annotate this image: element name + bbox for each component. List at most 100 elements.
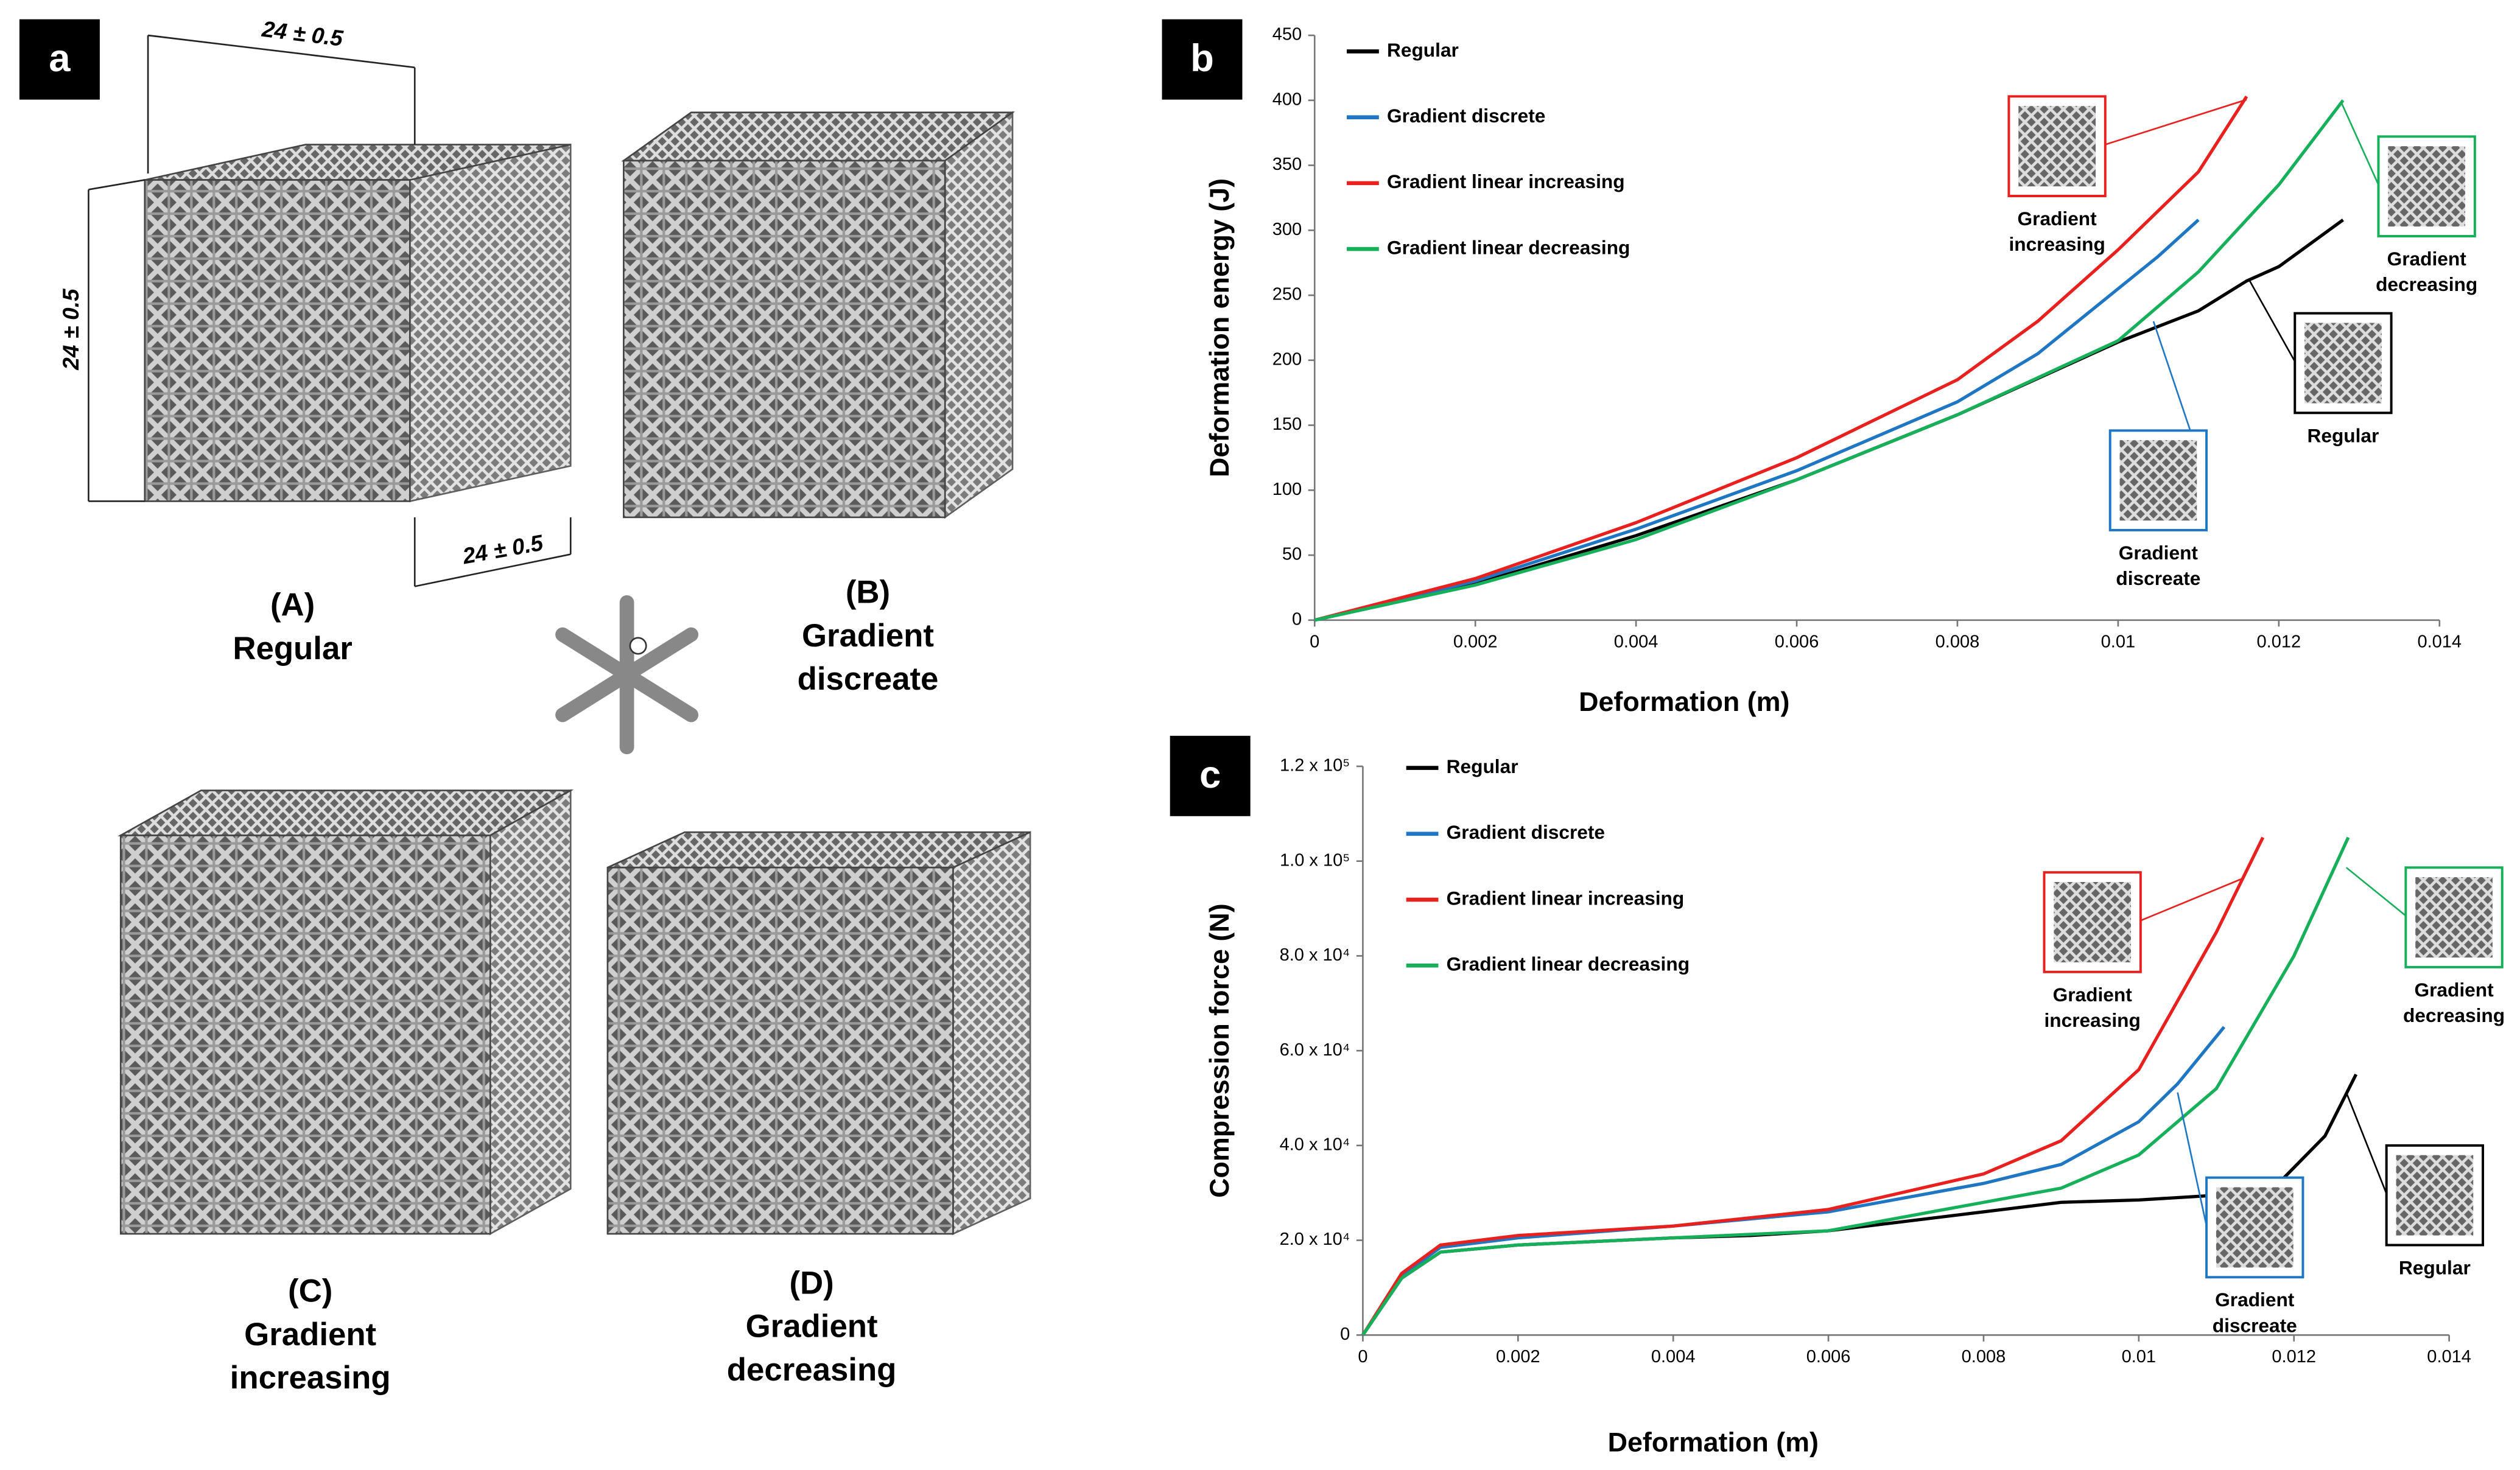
inset-lattice [2415,877,2493,958]
series-line [1361,1026,2226,1336]
y-tick-label: 400 [1272,89,1302,109]
annotation: Gradient [2053,984,2133,1006]
panel-label-box [1162,19,1243,100]
text: (A) [270,587,315,623]
x-tick-label: 0.014 [2417,632,2462,651]
x-axis-label: Deformation (m) [1579,686,1789,717]
y-axis-label: Deformation energy (J) [1204,178,1235,477]
y-tick-label: 300 [1272,220,1302,239]
x-tick-label: 0.012 [2257,632,2301,651]
annotation: increasing [2009,233,2105,255]
annotation: Regular [2399,1256,2471,1278]
legend-label: Gradient linear increasing [1387,170,1625,192]
dimension-label: 24 ± 0.5 [58,289,83,371]
x-tick-label: 0.002 [1453,632,1498,651]
text: (C) [288,1273,332,1309]
x-tick-label: 0.014 [2427,1347,2471,1367]
lattice-side [489,789,572,1236]
legend-label: Gradient linear decreasing [1447,953,1690,975]
y-tick-label: 250 [1272,285,1302,304]
x-tick-label: 0.012 [2272,1347,2316,1367]
dimension-label: 24 ± 0.5 [460,530,546,569]
strut [555,667,634,723]
x-tick-label: 0.002 [1496,1347,1540,1367]
x-axis-label: Deformation (m) [1608,1427,1819,1458]
lattice-side [944,111,1014,519]
dimension-line [88,179,146,191]
annotation: discreate [2116,567,2200,589]
lattice-front [144,179,411,502]
y-tick-label: 450 [1272,25,1302,44]
text: (B) [846,574,890,610]
dimension-label: 24 ± 0.5 [260,16,345,51]
annotation-leader [2140,878,2242,922]
inset-lattice [2119,440,2197,521]
legend-label: Regular [1447,755,1518,777]
text: Gradient [802,618,934,654]
x-tick-label: 0.004 [1651,1347,1696,1367]
text: increasing [230,1360,391,1396]
y-tick-label: 8.0 x 10⁴ [1280,945,1350,965]
text: Gradient [746,1309,878,1345]
y-tick-label: 2.0 x 10⁴ [1280,1230,1350,1249]
node [629,637,647,655]
series-line [1361,836,2265,1336]
y-tick-label: 1.0 x 10⁵ [1280,850,1350,870]
lattice-side [952,831,1031,1236]
strut [555,627,634,682]
y-axis-label: Compression force (N) [1204,903,1235,1198]
annotation: decreasing [2403,1004,2505,1026]
annotation-leader [2345,867,2407,917]
panel-label-box [19,19,100,100]
inset-lattice [2018,106,2096,187]
series-line [1314,219,2200,622]
text: discreate [798,661,939,697]
y-tick-label: 1.2 x 10⁵ [1280,756,1350,775]
series-line [1361,836,2350,1336]
y-tick-label: 150 [1272,415,1302,434]
text: Regular [233,631,352,667]
x-tick-label: 0.008 [1936,632,1980,651]
legend-label: Gradient discrete [1447,821,1605,843]
annotation: increasing [2044,1009,2141,1031]
inset-lattice [2054,882,2132,962]
annotation: Gradient [2018,208,2097,229]
annotation-leader [2340,102,2379,186]
strut [619,627,699,682]
annotation: discreate [2213,1314,2297,1336]
annotation: Gradient [2119,542,2199,564]
y-tick-label: 0 [1340,1325,1350,1344]
inset-lattice [2388,146,2466,227]
text: c [1199,754,1221,796]
series-line [1314,95,2248,622]
y-tick-label: 0 [1292,609,1302,629]
annotation-leader [2177,1092,2208,1227]
dimension-line [414,553,571,587]
text: b [1190,37,1214,80]
lattice-front [623,159,946,519]
annotation-leader [2249,281,2296,362]
annotation-leader [2345,1092,2387,1194]
annotation: Gradient [2387,248,2467,270]
strut [619,667,699,723]
annotation: decreasing [2376,273,2477,295]
lattice-side [409,143,572,503]
lattice-front [606,866,954,1235]
legend-label: Gradient linear increasing [1447,887,1685,909]
text: a [49,37,71,80]
inset-lattice [2216,1187,2294,1268]
lattice-front [119,835,491,1235]
x-tick-label: 0.01 [2122,1347,2156,1367]
text: decreasing [727,1352,897,1388]
x-tick-label: 0.006 [1775,632,1819,651]
dimension-line [147,34,415,69]
annotation: Regular [2307,424,2379,446]
x-tick-label: 0.008 [1962,1347,2006,1367]
inset-lattice [2396,1155,2474,1236]
legend-label: Gradient linear decreasing [1387,236,1630,258]
x-tick-label: 0.006 [1806,1347,1851,1367]
y-tick-label: 4.0 x 10⁴ [1280,1135,1350,1155]
text: Gradient [244,1317,376,1353]
panel-label-box [1170,735,1251,816]
annotation-leader [2105,99,2247,145]
